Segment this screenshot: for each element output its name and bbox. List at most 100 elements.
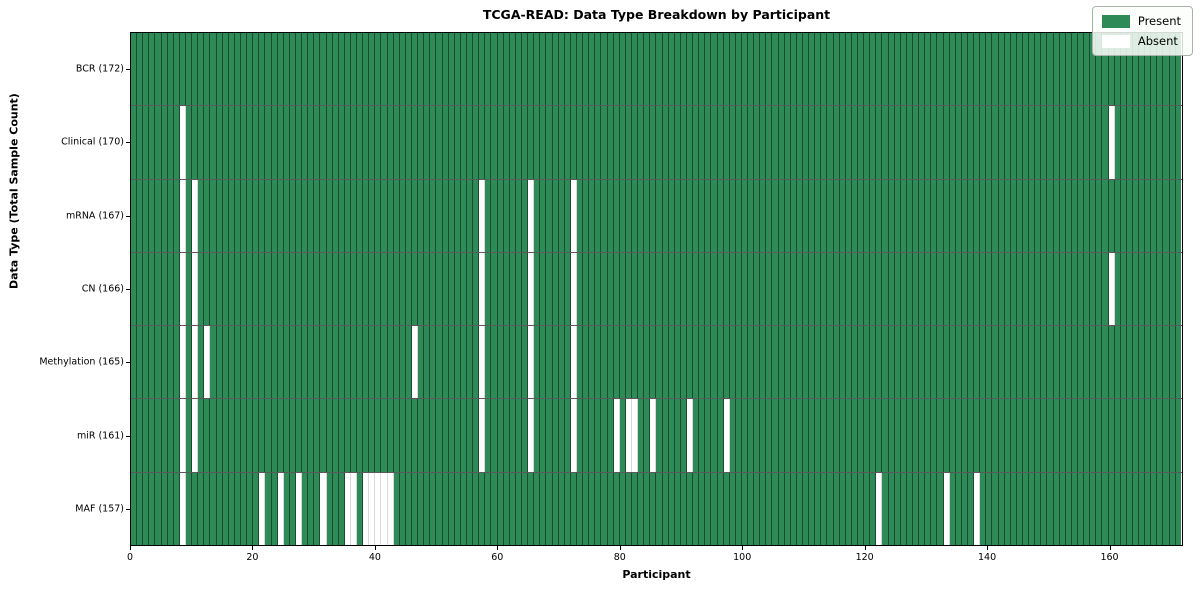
present-cell — [735, 252, 742, 326]
present-cell — [717, 252, 724, 326]
present-cell — [1047, 106, 1054, 179]
present-cell — [320, 33, 327, 106]
present-cell — [815, 106, 822, 179]
present-cell — [913, 106, 920, 179]
present-cell — [699, 33, 706, 106]
present-cell — [222, 326, 229, 399]
present-cell — [277, 399, 284, 472]
present-cell — [399, 252, 406, 326]
present-cell — [607, 33, 614, 106]
present-cell — [613, 252, 620, 326]
present-cell — [289, 179, 296, 252]
present-cell — [1132, 252, 1140, 326]
present-cell — [1145, 33, 1152, 106]
present-cell — [668, 33, 675, 106]
x-tick-mark — [742, 546, 744, 550]
present-cell — [790, 179, 797, 252]
present-cell — [131, 179, 138, 252]
present-cell — [350, 399, 358, 472]
present-cell — [204, 472, 211, 545]
present-cell — [405, 472, 413, 545]
present-cell — [357, 33, 364, 106]
present-cell — [748, 472, 755, 545]
present-cell — [583, 326, 590, 399]
present-cell — [399, 179, 406, 252]
present-cell — [723, 179, 730, 252]
present-cell — [974, 252, 981, 326]
present-cell — [955, 33, 962, 106]
y-tick-label: BCR (172) — [75, 63, 124, 75]
present-cell — [137, 472, 144, 545]
present-cell — [558, 179, 565, 252]
present-cell — [858, 106, 865, 179]
present-cell — [350, 106, 358, 179]
present-cell — [161, 179, 168, 252]
present-cell — [265, 472, 272, 545]
absent-cell — [570, 179, 577, 252]
present-cell — [974, 179, 981, 252]
present-cell — [338, 33, 345, 106]
present-cell — [540, 252, 547, 326]
present-cell — [308, 252, 315, 326]
present-cell — [357, 472, 364, 545]
present-cell — [149, 399, 156, 472]
present-cell — [271, 472, 278, 545]
present-cell — [1090, 399, 1097, 472]
present-cell — [259, 106, 266, 179]
present-cell — [1090, 472, 1097, 545]
present-cell — [161, 252, 168, 326]
present-cell — [827, 179, 834, 252]
present-cell — [778, 399, 785, 472]
present-cell — [833, 399, 840, 472]
present-cell — [491, 472, 498, 545]
present-cell — [216, 106, 223, 179]
present-cell — [564, 33, 571, 106]
present-cell — [503, 472, 510, 545]
absent-cell — [974, 472, 981, 545]
present-cell — [894, 33, 901, 106]
present-cell — [137, 399, 144, 472]
present-cell — [870, 326, 877, 399]
present-cell — [662, 33, 669, 106]
present-cell — [259, 179, 266, 252]
absent-cell — [943, 472, 950, 545]
present-cell — [943, 399, 950, 472]
present-cell — [436, 33, 443, 106]
present-cell — [185, 399, 193, 472]
present-cell — [222, 33, 229, 106]
present-cell — [919, 399, 926, 472]
present-cell — [234, 399, 241, 472]
present-cell — [247, 472, 254, 545]
present-cell — [662, 326, 669, 399]
present-cell — [1145, 179, 1152, 252]
present-cell — [949, 33, 956, 106]
present-cell — [766, 33, 773, 106]
absent-cell — [295, 472, 303, 545]
present-cell — [1071, 33, 1078, 106]
present-cell — [851, 399, 859, 472]
present-swatch — [1101, 14, 1130, 28]
absent-cell — [528, 399, 535, 472]
present-cell — [784, 399, 791, 472]
present-cell — [864, 472, 871, 545]
present-cell — [705, 472, 712, 545]
present-cell — [344, 33, 351, 106]
present-cell — [387, 33, 394, 106]
present-cell — [314, 472, 321, 545]
present-cell — [375, 399, 382, 472]
present-cell — [680, 399, 687, 472]
present-cell — [509, 399, 516, 472]
present-cell — [253, 326, 260, 399]
present-cell — [1035, 106, 1042, 179]
present-cell — [479, 472, 486, 545]
present-cell — [644, 252, 651, 326]
present-cell — [198, 179, 205, 252]
present-cell — [436, 179, 443, 252]
present-cell — [638, 326, 645, 399]
present-cell — [497, 399, 504, 472]
present-cell — [943, 179, 950, 252]
present-cell — [216, 252, 223, 326]
present-cell — [271, 399, 278, 472]
present-cell — [1071, 252, 1078, 326]
row-mir — [131, 399, 1182, 473]
